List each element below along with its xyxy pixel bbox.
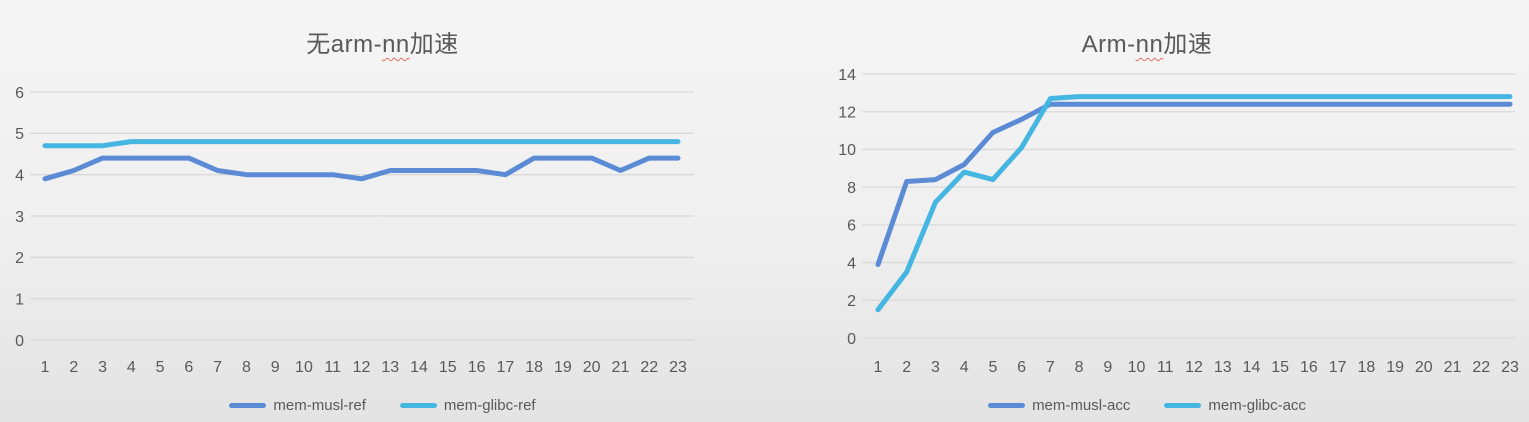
x-axis-tick-label: 18: [1357, 359, 1375, 376]
y-axis-tick-label: 3: [15, 209, 24, 226]
x-axis-tick-label: 20: [583, 359, 601, 376]
title-text-misspelled: nn: [382, 31, 410, 58]
y-axis-tick-label: 0: [15, 333, 24, 350]
series-line-mem-glibc-acc: [875, 94, 1513, 313]
x-axis-tick-label: 2: [69, 359, 78, 376]
x-axis-tick-label: 18: [525, 359, 543, 376]
x-axis-tick-label: 19: [554, 359, 572, 376]
x-axis-tick-label: 17: [496, 359, 514, 376]
legend-item-mem-glibc-acc: mem-glibc-acc: [1164, 397, 1306, 414]
x-axis-tick-label: 1: [874, 359, 883, 376]
y-axis-tick-label: 2: [15, 250, 24, 267]
x-axis-tick-label: 15: [1271, 359, 1289, 376]
x-axis-tick-label: 7: [213, 359, 222, 376]
legend-label: mem-musl-ref: [273, 397, 366, 414]
x-axis-tick-label: 6: [1017, 359, 1026, 376]
x-axis-tick-label: 23: [1501, 359, 1519, 376]
x-axis-tick-label: 21: [612, 359, 630, 376]
x-axis-tick-label: 11: [1157, 359, 1174, 376]
x-axis-tick-label: 4: [127, 359, 136, 376]
chart-title-no-armnn: 无arm-nn加速: [0, 24, 765, 59]
y-axis-tick-label: 6: [15, 85, 24, 102]
series-line-mem-musl-acc: [875, 101, 1513, 267]
title-text-misspelled: nn: [1135, 31, 1164, 58]
x-axis-tick-label: 9: [1103, 359, 1112, 376]
x-axis-tick-label: 16: [468, 359, 486, 376]
x-axis-tick-label: 11: [324, 359, 341, 376]
x-axis-tick-label: 8: [1075, 359, 1084, 376]
x-axis-tick-label: 12: [1185, 359, 1203, 376]
y-axis-tick-label: 4: [15, 167, 24, 184]
x-axis-tick-label: 12: [353, 359, 371, 376]
x-axis-tick-label: 10: [1128, 359, 1146, 376]
legend-item-mem-musl-ref: mem-musl-ref: [229, 397, 366, 414]
y-axis-tick-label: 8: [847, 180, 856, 197]
y-axis-tick-label: 4: [847, 255, 856, 272]
title-text: 加速: [1163, 31, 1213, 58]
x-axis-tick-label: 23: [669, 359, 687, 376]
x-axis-tick-label: 20: [1415, 359, 1433, 376]
x-axis-tick-label: 14: [1243, 359, 1261, 376]
title-text: Arm-: [1081, 31, 1136, 58]
x-axis-tick-label: 4: [960, 359, 969, 376]
series-line-mem-glibc-ref: [42, 139, 681, 149]
x-axis-tick-label: 7: [1046, 359, 1055, 376]
legend-swatch-icon: [399, 403, 437, 408]
chart-card-no-armnn: 无arm-nn加速 0 1 2 3 4 5 6 1 2 3 4 5 6 7 8 9 10 11 12 13 14 15 16…: [0, 24, 765, 414]
y-axis-tick-label: 12: [838, 104, 856, 121]
x-axis-tick-label: 3: [931, 359, 940, 376]
y-axis-tick-label: 14: [838, 67, 856, 84]
legend-item-mem-musl-acc: mem-musl-acc: [988, 397, 1130, 414]
y-axis-tick-label: 10: [838, 142, 856, 159]
x-axis-tick-label: 19: [1386, 359, 1404, 376]
legend-swatch-icon: [1164, 403, 1202, 408]
x-axis-tick-label: 22: [640, 359, 658, 376]
x-axis-tick-label: 3: [98, 359, 107, 376]
y-axis-tick-label: 2: [847, 293, 856, 310]
x-axis-tick-label: 5: [156, 359, 165, 376]
chart-title-armnn: Arm-nn加速: [765, 24, 1529, 59]
x-axis-tick-label: 10: [295, 359, 313, 376]
x-axis-tick-label: 22: [1472, 359, 1490, 376]
x-axis-tick-label: 16: [1300, 359, 1318, 376]
x-axis-tick-label: 17: [1329, 359, 1347, 376]
x-axis-tick-label: 14: [410, 359, 428, 376]
legend-item-mem-glibc-ref: mem-glibc-ref: [399, 397, 536, 414]
title-text: 加速: [409, 31, 459, 58]
legend-swatch-icon: [988, 403, 1026, 408]
legend-label: mem-musl-acc: [1032, 397, 1131, 414]
x-axis-tick-label: 13: [1214, 359, 1232, 376]
x-axis-tick-label: 8: [242, 359, 251, 376]
chart-card-armnn: Arm-nn加速 0 2 4 6 8 10 12 14 1 2 3 4 5 6 7 8 9 10 11 12 13 14 1…: [765, 0, 1529, 422]
x-axis-tick-label: 15: [439, 359, 457, 376]
legend-swatch-icon: [229, 403, 267, 408]
legend-no-armnn: mem-musl-ref mem-glibc-ref: [0, 397, 765, 414]
x-axis-tick-label: 9: [271, 359, 280, 376]
series-line-mem-musl-ref: [42, 155, 681, 182]
legend-label: mem-glibc-ref: [443, 397, 536, 414]
legend-armnn: mem-musl-acc mem-glibc-acc: [765, 397, 1529, 414]
title-text: 无arm-: [306, 31, 383, 58]
y-axis-tick-label: 0: [847, 331, 856, 348]
x-axis-tick-label: 21: [1444, 359, 1462, 376]
y-axis-tick-label: 1: [15, 291, 24, 308]
legend-label: mem-glibc-acc: [1208, 397, 1306, 414]
x-axis-tick-label: 2: [902, 359, 911, 376]
x-axis-tick-label: 5: [988, 359, 997, 376]
x-axis-tick-label: 6: [184, 359, 193, 376]
x-axis-tick-label: 1: [41, 359, 50, 376]
x-axis-tick-label: 13: [381, 359, 399, 376]
y-axis-tick-label: 6: [847, 218, 856, 235]
y-axis-tick-label: 5: [15, 126, 24, 143]
